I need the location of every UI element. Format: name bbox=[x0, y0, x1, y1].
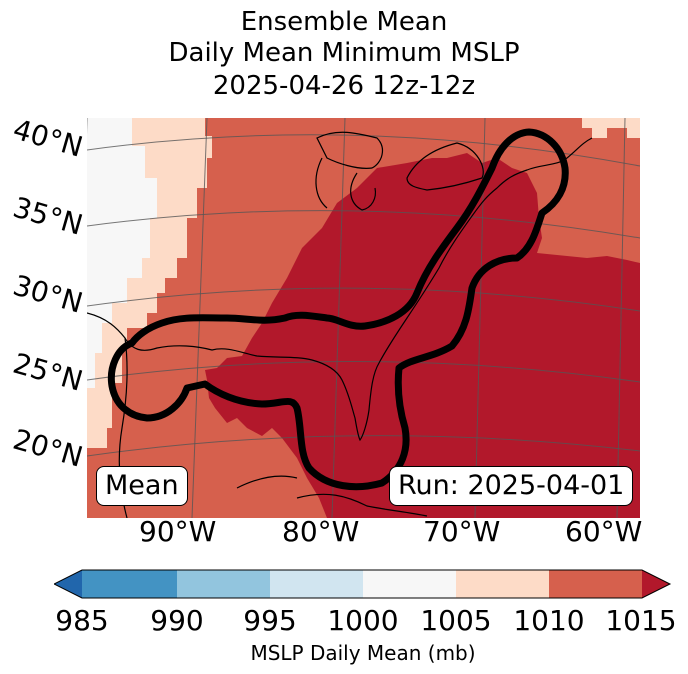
lat-label-40n: 40°N bbox=[9, 112, 87, 164]
colorbar-bin-990-995 bbox=[177, 570, 270, 598]
graticule-lat-30 bbox=[87, 287, 640, 312]
colorbar-tick-1015: 1015 bbox=[605, 604, 677, 637]
colorbar-tick-990: 990 bbox=[150, 604, 204, 637]
colorbar-tick-1010: 1010 bbox=[513, 604, 585, 637]
colorbar-tick-1005: 1005 bbox=[420, 604, 492, 637]
colorbar-bin-1010-1015 bbox=[549, 570, 642, 598]
colorbar-tick-985: 985 bbox=[55, 604, 109, 637]
coastline bbox=[87, 131, 593, 518]
graticule-lat-25 bbox=[87, 361, 640, 383]
colorbar-bin-995-1000 bbox=[270, 570, 363, 598]
colorbar-tick-995: 995 bbox=[243, 604, 297, 637]
graticule-lat-35 bbox=[87, 210, 640, 239]
field-1005-band-northeast bbox=[582, 118, 640, 138]
colorbar-bin-985-990 bbox=[82, 570, 177, 598]
title-line-3: 2025-04-26 12z-12z bbox=[212, 71, 476, 101]
title-line-1: Ensemble Mean bbox=[240, 7, 448, 37]
colorbar-under-arrow bbox=[54, 570, 82, 598]
graticule-lat-20 bbox=[87, 435, 640, 457]
graticule-lon-60w bbox=[616, 118, 626, 518]
run-date-box: Run: 2025-04-01 bbox=[389, 466, 634, 506]
lon-label-70w: 70°W bbox=[423, 515, 501, 548]
colorbar-over-arrow bbox=[642, 570, 670, 598]
colorbar-bin-1000-1005 bbox=[363, 570, 456, 598]
lon-label-90w: 90°W bbox=[139, 515, 217, 548]
lon-label-60w: 60°W bbox=[565, 515, 643, 548]
mean-label-box: Mean bbox=[96, 466, 188, 506]
field-1000-band bbox=[87, 118, 157, 388]
lat-label-30n: 30°N bbox=[9, 268, 87, 320]
lat-label-25n: 25°N bbox=[9, 346, 87, 398]
lat-label-35n: 35°N bbox=[9, 190, 87, 242]
field-1005-band-west bbox=[87, 118, 212, 448]
colorbar-label: MSLP Daily Mean (mb) bbox=[250, 641, 476, 665]
colorbar-outline bbox=[54, 569, 672, 599]
colorbar-bin-1005-1010 bbox=[456, 570, 549, 598]
lon-label-80w: 80°W bbox=[282, 515, 360, 548]
pressure-map bbox=[87, 118, 640, 518]
colorbar-tick-1000: 1000 bbox=[327, 604, 399, 637]
colorbar bbox=[54, 569, 672, 599]
title-line-2: Daily Mean Minimum MSLP bbox=[168, 38, 520, 68]
lat-label-20n: 20°N bbox=[9, 422, 87, 474]
mean-contour bbox=[107, 128, 569, 491]
